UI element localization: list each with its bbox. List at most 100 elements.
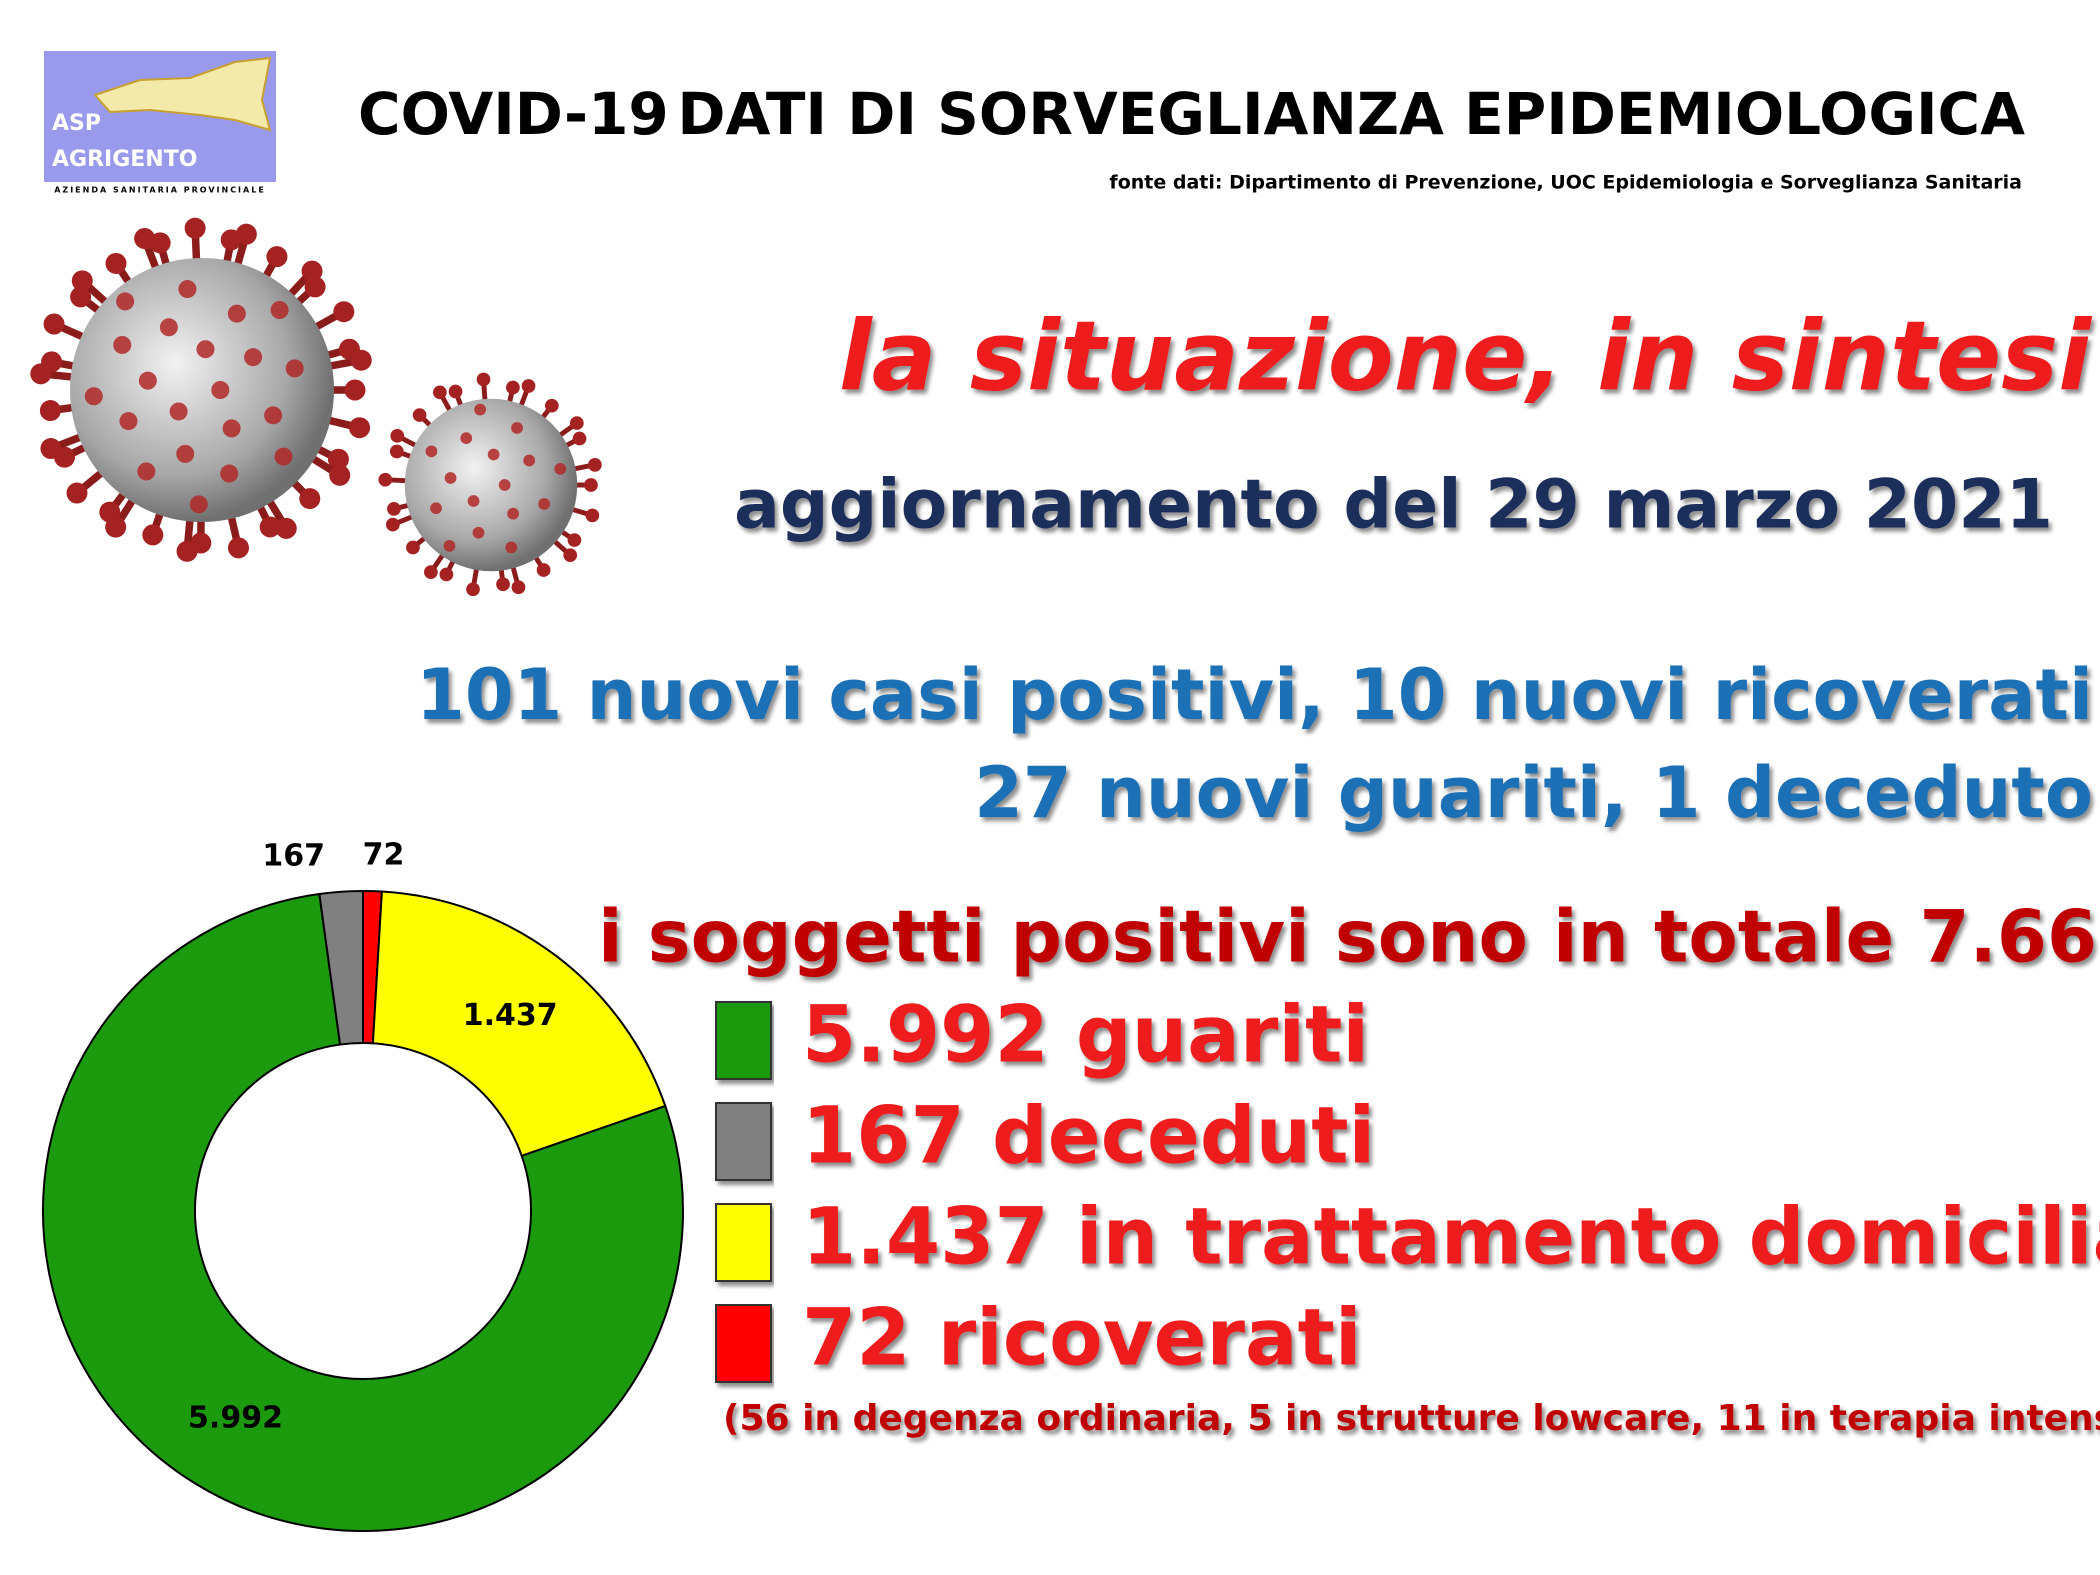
logo-text: AGRIGENTO (52, 147, 197, 172)
virus-protein (270, 301, 289, 320)
title: DATI DI SORVEGLIANZA EPIDEMIOLOGICA (677, 80, 2025, 148)
virus-spike-head (266, 246, 288, 268)
virus-protein (467, 495, 480, 507)
virus-protein (554, 462, 567, 475)
donut-segment (42, 892, 684, 1532)
virus-spike-head (521, 379, 536, 393)
legend-label: 1.437 in trattamento domiciliare (802, 1192, 2100, 1282)
date: aggiornamento del 29 marzo 2021 (734, 466, 2053, 545)
virus-protein (444, 472, 457, 484)
virus-spike-head (569, 416, 584, 430)
total-label: i soggetti positivi sono in totale 7.668… (598, 895, 2100, 979)
tag: COVID-19 (358, 80, 669, 148)
virus-protein (505, 541, 518, 554)
virus-protein (222, 419, 241, 438)
virus-spike-head (572, 431, 587, 446)
virus-spike-head (66, 482, 88, 504)
virus-protein (138, 371, 157, 390)
legend-swatch (715, 1304, 772, 1383)
virus-protein (176, 444, 195, 463)
virus-spike-head (275, 517, 297, 539)
data-label: 1.437 (463, 998, 558, 1033)
virus-spike-head (70, 286, 92, 308)
virus-spike-head (476, 372, 491, 387)
virus-protein (113, 335, 132, 354)
virus-illustration (30, 217, 602, 597)
virus-protein (274, 447, 293, 466)
news-line: 101 nuovi casi positivi, 10 nuovi ricove… (416, 654, 2093, 736)
virus-body (70, 258, 334, 522)
virus-spike-head (327, 448, 349, 470)
virus-spike-head (433, 385, 447, 400)
legend-swatch (715, 1203, 772, 1282)
virus-spike-head (585, 508, 600, 523)
logo: ASP AGRIGENTO AZIENDA SANITARIA PROVINCI… (44, 51, 276, 195)
donut-chart: 72 1.437 5.992 167 (42, 838, 684, 1532)
virus-spike-head (299, 488, 321, 510)
virus-body (404, 398, 578, 572)
virus-protein (244, 348, 263, 367)
data-label: 72 (363, 838, 405, 873)
virus-protein (523, 454, 536, 467)
virus-spike-head (40, 438, 62, 460)
virus-spike-head (301, 260, 323, 282)
virus-spike-head (259, 516, 281, 538)
virus-spike-head (142, 524, 164, 546)
virus-spike-head (544, 398, 559, 413)
virus-spike-head (235, 223, 257, 245)
data-label: 5.992 (188, 1401, 283, 1436)
donut-segment (318, 889, 364, 1046)
virus-spike-head (304, 276, 326, 298)
virus-spike-head (99, 501, 121, 523)
virus-spike-head (412, 408, 427, 422)
virus-protein (264, 406, 283, 425)
virus-spike-head (41, 351, 63, 373)
virus-protein (220, 464, 239, 483)
virus-protein (196, 340, 215, 359)
headline: la situazione, in sintesi (839, 300, 2092, 412)
virus-spike-head (584, 478, 598, 492)
virus-spike-head (390, 428, 405, 443)
virus-protein (474, 403, 486, 416)
legend-label: 5.992 guariti (802, 990, 1369, 1080)
virus-spike-head (378, 472, 393, 487)
virus-spike-head (385, 517, 400, 532)
virus-spike-head (227, 537, 249, 559)
virus-spike-head (71, 270, 93, 292)
virus-protein (443, 539, 456, 552)
virus-protein (159, 318, 178, 337)
virus-spike-head (389, 444, 404, 459)
virus-spike-head (448, 384, 463, 399)
virus-protein (189, 495, 208, 514)
virus-spike-head (43, 313, 65, 335)
virus-protein (178, 280, 197, 299)
virus-spike-head (39, 400, 61, 422)
virus-spike-head (536, 563, 551, 577)
virus-protein (460, 432, 473, 445)
virus-protein (119, 412, 138, 431)
news-line: 27 nuovi guariti, 1 deceduto (974, 752, 2093, 834)
virus-protein (425, 445, 438, 458)
virus-spike-head (439, 567, 454, 582)
source: fonte dati: Dipartimento di Prevenzione,… (1109, 172, 2022, 194)
virus-protein (511, 422, 523, 434)
virus-spike-head (588, 457, 602, 472)
legend-label: 72 ricoverati (802, 1293, 1362, 1383)
virus-spike-head (149, 232, 171, 254)
virus-protein (116, 292, 135, 311)
virus-spike-head (329, 464, 351, 486)
virus-protein (430, 502, 442, 515)
virus-spike-head (176, 540, 198, 562)
virus-protein (137, 462, 156, 481)
logo-text: ASP (52, 111, 101, 136)
virus-spike-head (344, 379, 366, 401)
legend: 5.992 guariti 167 deceduti 1.437 in tratta… (715, 990, 2100, 1383)
virus-protein (285, 359, 304, 378)
virus-spike-head (406, 540, 420, 555)
virus-spike-head (563, 548, 578, 563)
virus-spike-head (567, 533, 582, 547)
virus-spike-head (496, 577, 510, 592)
data-label: 167 (262, 838, 325, 873)
virus-spike-head (349, 417, 371, 439)
